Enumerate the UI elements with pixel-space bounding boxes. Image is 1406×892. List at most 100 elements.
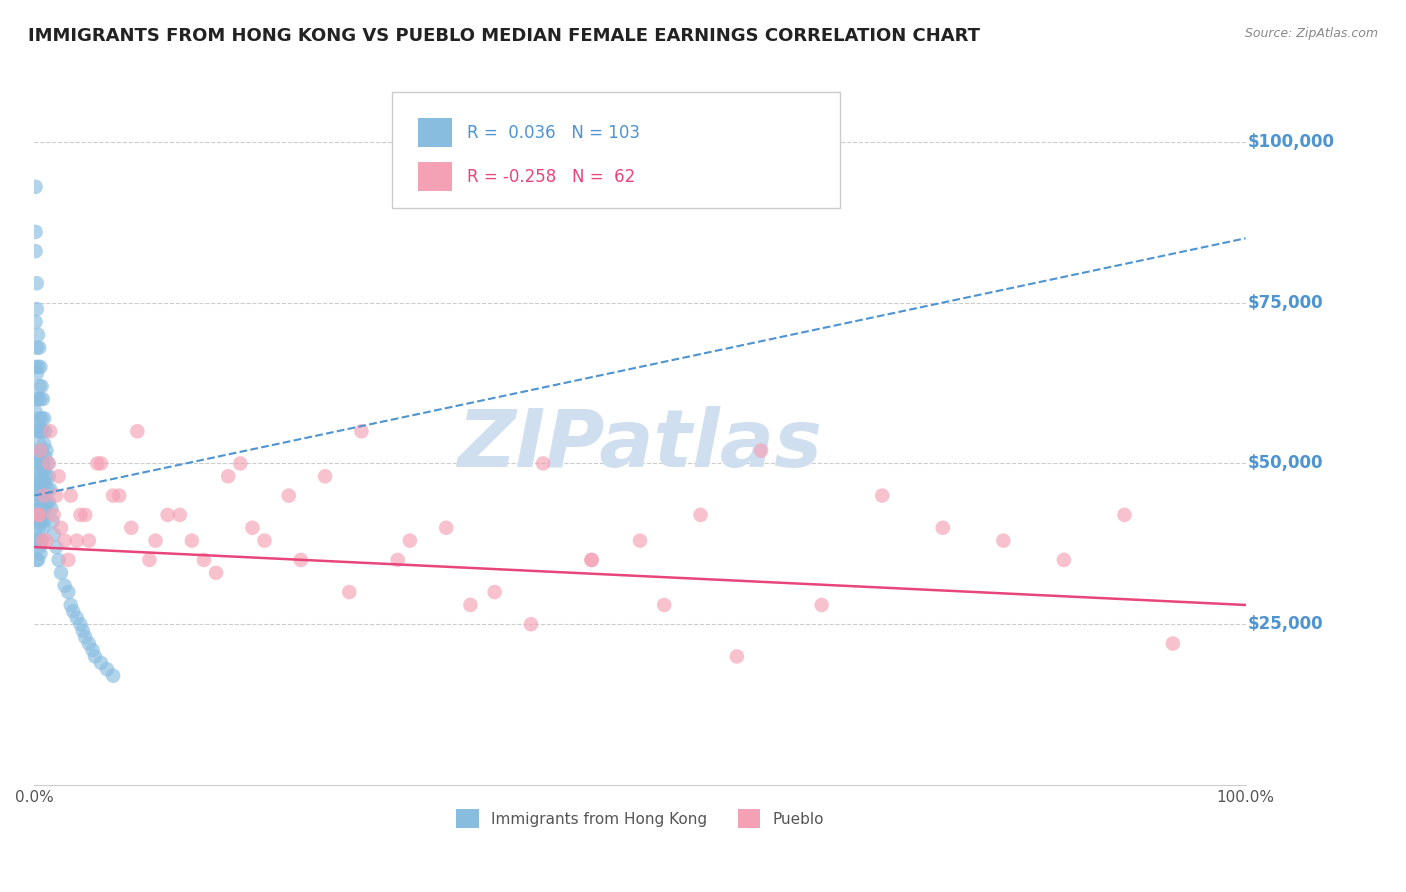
Point xyxy=(932,521,955,535)
Point xyxy=(277,489,299,503)
Point xyxy=(45,489,67,503)
Point xyxy=(31,392,53,406)
Point xyxy=(96,662,118,676)
Point xyxy=(31,443,53,458)
Point xyxy=(49,521,72,535)
Point xyxy=(169,508,191,522)
Point xyxy=(27,533,49,548)
Point xyxy=(28,411,51,425)
Point xyxy=(25,277,48,291)
Point xyxy=(350,424,373,438)
FancyBboxPatch shape xyxy=(419,162,453,191)
Point xyxy=(24,244,46,259)
Point xyxy=(75,508,97,522)
Point xyxy=(32,411,55,425)
Point xyxy=(27,508,49,522)
Point xyxy=(810,598,832,612)
Point xyxy=(34,475,56,490)
Point xyxy=(581,553,603,567)
Point xyxy=(25,392,48,406)
Point xyxy=(34,424,56,438)
Point xyxy=(66,533,89,548)
Point xyxy=(127,424,149,438)
Point xyxy=(229,457,252,471)
Point xyxy=(42,527,65,541)
Point xyxy=(24,359,46,374)
Point xyxy=(31,379,53,393)
Point xyxy=(38,495,60,509)
Point xyxy=(58,553,80,567)
Text: Source: ZipAtlas.com: Source: ZipAtlas.com xyxy=(1244,27,1378,40)
Point xyxy=(725,649,748,664)
Point xyxy=(84,649,107,664)
Point xyxy=(30,450,52,464)
Point xyxy=(531,457,554,471)
Point xyxy=(69,617,91,632)
Point xyxy=(180,533,202,548)
Point xyxy=(25,508,48,522)
Point xyxy=(25,424,48,438)
Point xyxy=(205,566,228,580)
Point xyxy=(31,495,53,509)
Point xyxy=(24,179,46,194)
Point xyxy=(27,514,49,528)
Point xyxy=(25,367,48,381)
Point xyxy=(689,508,711,522)
Point xyxy=(28,379,51,393)
Point xyxy=(53,533,76,548)
Point xyxy=(31,514,53,528)
Point xyxy=(398,533,420,548)
Point xyxy=(31,533,53,548)
Point xyxy=(59,598,82,612)
Point xyxy=(30,533,52,548)
Point xyxy=(41,501,63,516)
Point xyxy=(870,489,893,503)
Point xyxy=(145,533,167,548)
Point xyxy=(38,457,60,471)
Point xyxy=(31,411,53,425)
Point xyxy=(35,495,58,509)
Text: R = -0.258   N =  62: R = -0.258 N = 62 xyxy=(467,168,636,186)
Point xyxy=(42,508,65,522)
Point xyxy=(28,482,51,496)
Point xyxy=(62,604,84,618)
Point xyxy=(37,457,59,471)
Point xyxy=(1161,636,1184,650)
Point xyxy=(290,553,312,567)
Point xyxy=(101,669,124,683)
Point xyxy=(32,437,55,451)
Point xyxy=(25,301,48,316)
Point xyxy=(90,457,112,471)
Point xyxy=(28,540,51,554)
Point xyxy=(32,489,55,503)
Point xyxy=(101,489,124,503)
Point xyxy=(24,482,46,496)
Point xyxy=(193,553,215,567)
Point xyxy=(217,469,239,483)
Point xyxy=(35,469,58,483)
Point xyxy=(38,469,60,483)
Point xyxy=(27,457,49,471)
Point xyxy=(41,514,63,528)
Point xyxy=(25,457,48,471)
Point xyxy=(28,341,51,355)
Point xyxy=(30,547,52,561)
Point xyxy=(628,533,651,548)
Point xyxy=(120,521,142,535)
Point xyxy=(34,501,56,516)
Point xyxy=(27,424,49,438)
Point xyxy=(24,225,46,239)
Point xyxy=(108,489,131,503)
Point xyxy=(387,553,409,567)
Point xyxy=(520,617,543,632)
Text: $75,000: $75,000 xyxy=(1249,293,1323,311)
Point xyxy=(39,482,62,496)
Point xyxy=(30,359,52,374)
Point xyxy=(35,443,58,458)
Point xyxy=(82,643,104,657)
Point xyxy=(581,553,603,567)
Point xyxy=(25,533,48,548)
Point xyxy=(253,533,276,548)
Point xyxy=(138,553,160,567)
Point xyxy=(652,598,675,612)
